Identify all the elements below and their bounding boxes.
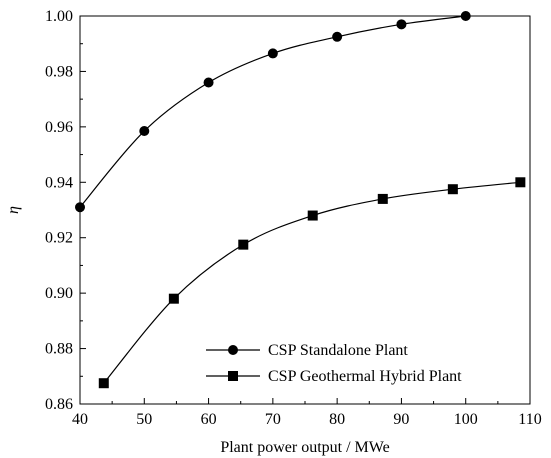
- x-tick-label: 100: [454, 411, 478, 428]
- y-tick-label: 0.98: [45, 63, 73, 80]
- series-layer: [75, 11, 525, 388]
- x-tick-label: 40: [72, 411, 88, 428]
- y-tick-label: 0.96: [45, 119, 73, 136]
- y-tick-label: 0.90: [45, 285, 73, 302]
- legend-marker-circle: [228, 345, 238, 355]
- x-tick-label: 80: [329, 411, 345, 428]
- data-point-circle: [204, 78, 214, 88]
- legend-item: CSP Geothermal Hybrid Plant: [206, 368, 462, 385]
- legend-label: CSP Geothermal Hybrid Plant: [268, 368, 462, 385]
- data-point-circle: [139, 126, 149, 136]
- series-line: [80, 16, 466, 207]
- data-point-square: [238, 240, 248, 250]
- x-tick-label: 60: [201, 411, 217, 428]
- x-tick-label: 70: [265, 411, 281, 428]
- data-point-square: [308, 211, 318, 221]
- data-point-circle: [75, 202, 85, 212]
- y-tick-label: 0.86: [45, 396, 73, 413]
- data-point-square: [448, 184, 458, 194]
- data-point-square: [99, 378, 109, 388]
- data-point-square: [169, 294, 179, 304]
- data-point-circle: [268, 48, 278, 58]
- legend-label: CSP Standalone Plant: [268, 342, 408, 359]
- data-point-circle: [461, 11, 471, 21]
- x-tick-label: 90: [393, 411, 409, 428]
- data-point-square: [378, 194, 388, 204]
- legend-marker-square: [228, 371, 238, 381]
- y-tick-label: 0.94: [45, 174, 73, 191]
- legend: CSP Standalone Plant CSP Geothermal Hybri…: [206, 342, 462, 385]
- series-1: [75, 11, 471, 212]
- x-axis-label: Plant power output / MWe: [220, 439, 389, 456]
- x-axis: 40 50 60 70 80 90 100 110: [72, 398, 542, 428]
- data-point-circle: [396, 19, 406, 29]
- x-tick-label: 110: [518, 411, 541, 428]
- x-tick-label: 50: [136, 411, 152, 428]
- data-point-square: [515, 177, 525, 187]
- y-axis-label: η: [5, 206, 22, 214]
- y-tick-label: 1.00: [45, 8, 73, 25]
- y-tick-label: 0.88: [45, 341, 73, 358]
- legend-item: CSP Standalone Plant: [206, 342, 408, 359]
- data-point-circle: [332, 32, 342, 42]
- y-tick-label: 0.92: [45, 230, 73, 247]
